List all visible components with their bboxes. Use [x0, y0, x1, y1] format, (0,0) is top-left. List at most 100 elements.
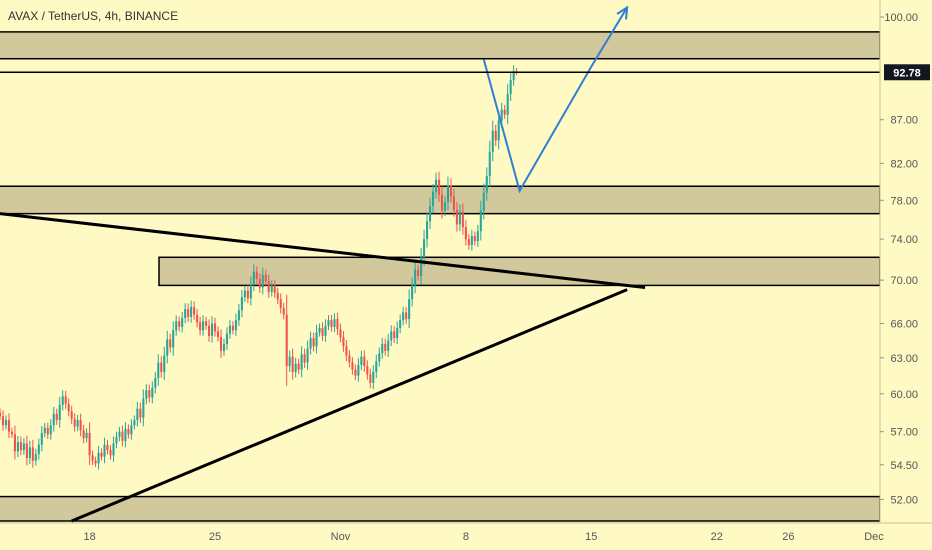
candle: [160, 362, 163, 373]
candle: [497, 120, 500, 141]
candle: [255, 271, 258, 280]
candle: [360, 356, 363, 365]
candle: [219, 337, 223, 351]
candle: [297, 363, 300, 370]
candle: [0, 412, 2, 417]
price-tick-label: 52.00: [890, 494, 918, 506]
candle: [124, 429, 127, 441]
candle: [300, 354, 303, 370]
price-tick-label: 70.00: [890, 275, 918, 287]
candle: [434, 179, 438, 192]
candle: [187, 309, 190, 317]
candle: [485, 176, 488, 193]
trendline-2: [71, 288, 628, 523]
time-axis: 18 25 Nov 8 15 22 26 Dec: [0, 522, 932, 550]
candle: [70, 411, 73, 419]
candle: [1, 416, 5, 426]
candle: [7, 420, 11, 432]
candle: [115, 436, 118, 444]
candle: [130, 425, 133, 435]
candle: [446, 185, 450, 203]
time-tick-label: 26: [782, 531, 794, 543]
candle: [509, 80, 512, 94]
candle: [396, 328, 399, 339]
price-tick-label: 82.00: [890, 158, 918, 170]
candle: [393, 331, 396, 339]
zones-layer: [0, 31, 881, 522]
projection-path: [482, 6, 628, 194]
time-tick-label: 8: [463, 531, 469, 543]
time-tick-label: 25: [209, 531, 221, 543]
candle: [408, 299, 411, 320]
candle: [452, 196, 455, 210]
candle: [118, 431, 121, 437]
candle: [500, 109, 503, 121]
candle: [213, 323, 217, 332]
candle: [210, 323, 214, 336]
candle: [76, 420, 79, 427]
candle: [372, 372, 375, 383]
price-tick-label: 57.00: [890, 427, 918, 439]
price-axis: 100.00 87.00 82.00 78.00 74.00 70.00 66.00 63.0…: [879, 0, 932, 523]
candle: [431, 191, 435, 206]
candle: [282, 308, 285, 315]
candle: [67, 403, 70, 412]
candle: [145, 390, 148, 399]
candle: [279, 299, 282, 309]
candle: [97, 452, 100, 464]
candle: [184, 309, 187, 318]
candle: [437, 179, 441, 195]
candle: [375, 361, 378, 373]
annotation-lines-layer: [0, 5, 880, 523]
candle: [163, 355, 166, 373]
candle: [339, 329, 342, 338]
candle: [333, 319, 336, 327]
time-tick-label: 22: [711, 531, 723, 543]
candle: [13, 434, 16, 452]
candle: [43, 427, 46, 433]
candle: [202, 321, 205, 331]
candle: [151, 387, 154, 398]
candle: [121, 431, 124, 441]
candle: [91, 455, 94, 461]
last-price-badge: [884, 64, 930, 81]
candle: [240, 297, 243, 311]
candle: [190, 306, 193, 317]
candle: [172, 330, 175, 348]
candle: [378, 353, 381, 362]
candle: [455, 209, 458, 225]
candle: [252, 271, 255, 285]
candle: [46, 427, 49, 435]
candle: [82, 430, 85, 439]
candle: [52, 413, 55, 426]
candle: [387, 340, 390, 351]
candle: [294, 363, 297, 373]
candle: [148, 390, 151, 398]
candle: [181, 317, 184, 327]
candle: [234, 320, 237, 331]
candle: [449, 185, 452, 197]
candle: [25, 443, 28, 459]
price-tick-label: 63.00: [890, 353, 918, 365]
candle: [106, 444, 109, 451]
candle: [28, 447, 31, 459]
candles-layer: [0, 65, 518, 470]
candle: [345, 346, 348, 356]
candle: [273, 285, 276, 293]
candle: [309, 338, 312, 349]
candle: [142, 398, 145, 418]
price-axis-background: [880, 0, 932, 523]
candle: [366, 366, 369, 375]
candle: [327, 320, 330, 326]
candle: [94, 460, 97, 464]
candle: [399, 320, 402, 329]
candle: [37, 444, 40, 455]
candle: [103, 444, 106, 457]
time-axis-background: [0, 523, 932, 550]
candle: [506, 93, 509, 115]
candle: [414, 269, 417, 286]
candle: [10, 431, 13, 435]
candle: [488, 151, 491, 177]
